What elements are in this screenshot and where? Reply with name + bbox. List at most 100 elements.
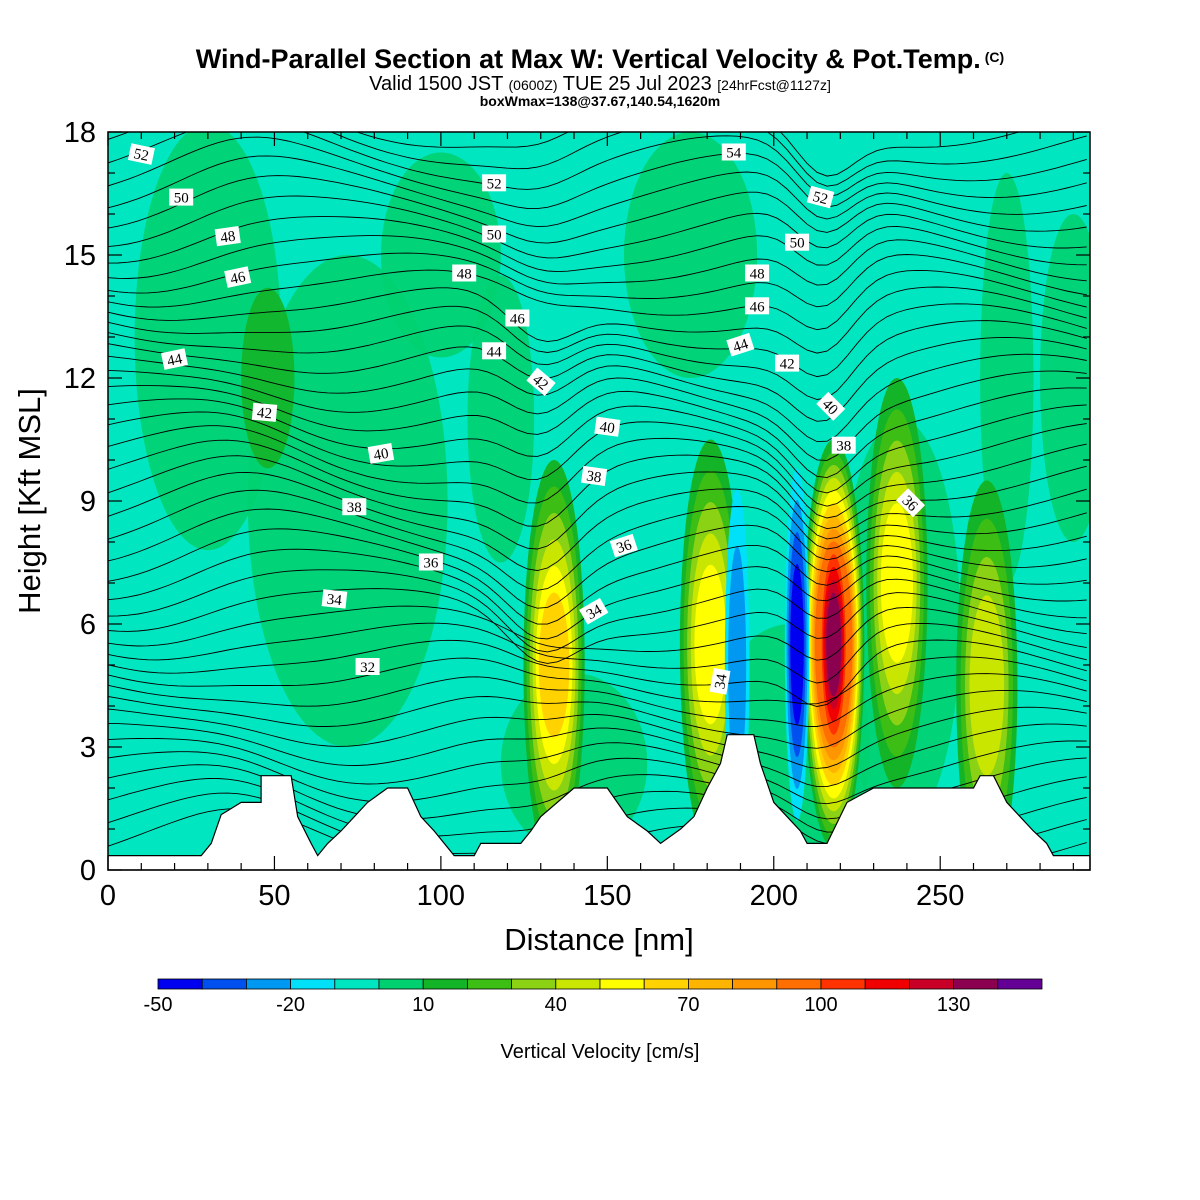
x-tick-label: 0: [100, 880, 116, 912]
svg-text:52: 52: [132, 146, 150, 165]
contour-label: 32: [355, 658, 380, 676]
colorbar-tick-label: -20: [276, 994, 305, 1016]
svg-text:44: 44: [166, 351, 184, 370]
updraft-region: [980, 173, 1034, 583]
svg-text:32: 32: [360, 660, 375, 676]
contour-label: 50: [169, 188, 194, 207]
contour-label: 44: [726, 332, 755, 357]
y-tick-label: 15: [64, 240, 96, 272]
x-tick-label: 250: [916, 880, 964, 912]
svg-text:52: 52: [811, 189, 830, 208]
terrain-profile: [107, 734, 1091, 871]
colorbar-tick-label: 130: [937, 994, 970, 1016]
contour-label: 46: [505, 309, 530, 328]
isentrope-line: [108, 706, 1087, 769]
svg-text:50: 50: [790, 236, 805, 252]
isentrope-line: [108, 136, 1087, 210]
isentrope-line: [108, 471, 1087, 571]
downdraft-core: [790, 563, 804, 726]
colorbar-swatch: [290, 978, 336, 990]
colorbar-swatch: [820, 978, 866, 990]
colorbar-swatch: [555, 978, 601, 990]
updraft-core: [694, 564, 727, 725]
isentrope-line: [108, 411, 1087, 507]
contour-label: 46: [224, 266, 252, 288]
isentrope-line: [108, 235, 1087, 286]
contour-label: 52: [127, 143, 155, 165]
contour-label: 40: [816, 391, 846, 421]
svg-text:48: 48: [219, 229, 236, 247]
colorbar-swatch: [776, 978, 822, 990]
contour-label: 44: [160, 348, 189, 370]
colorbar-swatch: [245, 978, 291, 990]
svg-text:50: 50: [487, 228, 502, 244]
isentrope-line: [108, 286, 1087, 354]
isentrope-line: [108, 369, 1087, 461]
contour-label: 36: [896, 488, 926, 518]
isentrope-line: [108, 673, 1087, 727]
isentrope-line: [108, 175, 1087, 244]
svg-text:40: 40: [599, 419, 616, 437]
contour-label: 36: [609, 533, 638, 558]
contour-label: 54: [721, 143, 746, 162]
x-tick-label: 200: [750, 880, 798, 912]
title-unit: (C): [984, 49, 1005, 65]
svg-text:46: 46: [750, 299, 766, 315]
x-tick-label: 50: [258, 880, 290, 912]
isentrope-line: [108, 425, 1087, 519]
contour-label: 38: [342, 498, 367, 516]
svg-text:46: 46: [229, 269, 247, 288]
svg-text:36: 36: [615, 537, 635, 557]
x-tick-label: 100: [417, 880, 465, 912]
contour-label: 52: [482, 174, 507, 192]
colorbar-swatch: [378, 978, 424, 990]
updraft-core: [826, 592, 842, 697]
isentrope-line: [108, 269, 1087, 331]
isentrope-line: [108, 353, 1087, 443]
colorbar-swatch: [643, 978, 689, 990]
colorbar-swatch: [422, 978, 468, 990]
isentrope-line: [108, 132, 1087, 197]
contour-label: 38: [581, 465, 608, 486]
svg-text:38: 38: [836, 439, 851, 455]
contour-label: 42: [526, 367, 556, 396]
colorbar-tick-label: 70: [677, 994, 699, 1016]
svg-text:48: 48: [750, 267, 765, 283]
x-tick-label: 150: [583, 880, 631, 912]
isentrope-line: [108, 216, 1087, 273]
isentrope-line: [108, 455, 1087, 550]
colorbar-swatch: [864, 978, 910, 990]
contour-label: 40: [594, 416, 621, 437]
isentrope-line: [108, 656, 1087, 705]
y-tick-label: 0: [80, 855, 96, 887]
svg-text:42: 42: [780, 357, 795, 373]
svg-text:36: 36: [423, 556, 439, 572]
contour-label: 34: [709, 668, 731, 695]
chart-box-info: boxWmax=138@37.67,140.54,1620m: [479, 93, 721, 109]
colorbar-swatch: [909, 978, 955, 990]
colorbar-swatch: [511, 978, 557, 990]
svg-text:48: 48: [457, 267, 472, 283]
isentrope-line: [108, 320, 1087, 400]
isentrope-line: [108, 605, 1087, 661]
isentrope-line: [108, 155, 1087, 228]
colorbar-swatch: [997, 978, 1043, 990]
isentrope-line: [108, 195, 1087, 259]
contour-label: 48: [214, 226, 241, 247]
contour-label: 48: [452, 264, 477, 283]
colorbar-swatch: [688, 978, 734, 990]
y-axis-label: Height [Kft MSL]: [12, 388, 47, 614]
updraft-core: [969, 595, 1005, 776]
updraft-region: [241, 287, 295, 469]
updraft-region: [134, 132, 282, 551]
isentrope-line: [355, 132, 1021, 177]
y-tick-label: 3: [80, 732, 96, 764]
downdraft-core: [728, 546, 747, 784]
svg-text:42: 42: [256, 405, 272, 422]
contour-label: 50: [482, 225, 507, 244]
isentrope-line: [108, 508, 1087, 609]
isentrope-line: [108, 588, 1087, 664]
isentrope-line: [108, 689, 1087, 749]
y-tick-label: 9: [80, 486, 96, 518]
updraft-region: [623, 132, 758, 378]
